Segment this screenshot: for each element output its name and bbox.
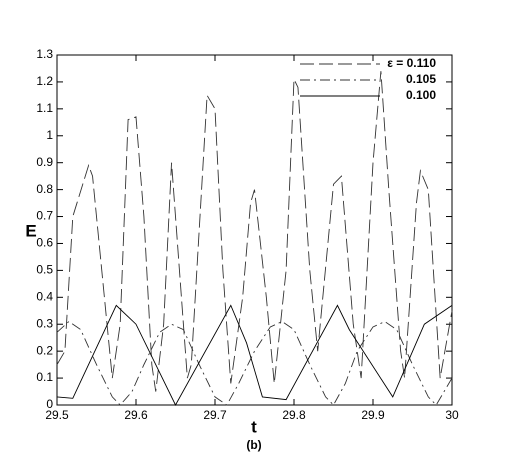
y-tick-label: 0.8 [36, 182, 53, 196]
y-tick-label: 0.7 [36, 209, 53, 223]
x-tick-label: 29.5 [45, 408, 69, 422]
x-tick-label: 29.7 [203, 408, 227, 422]
data-line [56, 320, 453, 406]
x-tick-label: 30 [445, 408, 459, 422]
y-tick-label: 0.2 [36, 343, 53, 357]
x-tick-label: 29.6 [124, 408, 148, 422]
data-line [56, 71, 453, 392]
y-tick-label: 0.3 [36, 316, 53, 330]
plot-frame [56, 54, 453, 406]
caption: (b) [246, 438, 261, 452]
y-tick-label: 1.1 [36, 101, 53, 115]
legend-label: 0.105 [406, 72, 436, 86]
y-tick-label: 0.5 [36, 263, 53, 277]
y-tick-label: 0.1 [36, 370, 53, 384]
y-axis-title: E [25, 221, 36, 240]
x-tick-label: 29.9 [361, 408, 385, 422]
x-tick-label: 29.8 [282, 408, 306, 422]
legend-label: 0.100 [406, 88, 436, 102]
data-line [56, 304, 453, 406]
y-tick-label: 0.6 [36, 236, 53, 250]
y-tick-label: 0 [46, 397, 53, 411]
y-tick-label: 0.9 [36, 155, 53, 169]
y-tick-label: 0.4 [36, 289, 53, 303]
x-axis-title: t [251, 417, 257, 436]
y-tick-label: 1 [46, 128, 53, 142]
legend-label: ε = 0.110 [387, 56, 436, 70]
y-tick-label: 1.2 [36, 74, 53, 88]
y-tick-label: 1.3 [36, 47, 53, 61]
